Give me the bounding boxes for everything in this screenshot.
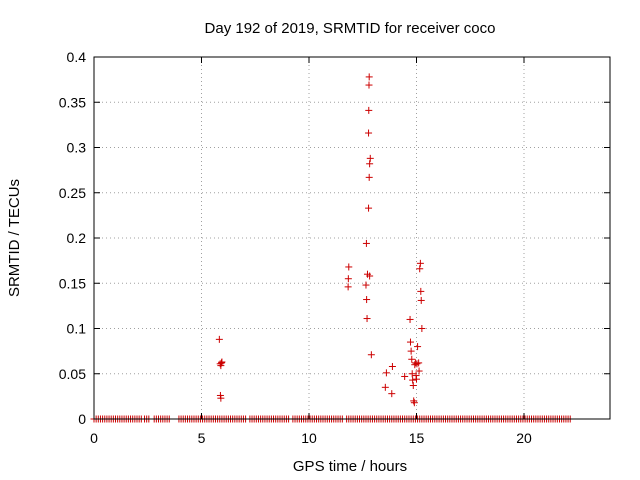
data-point [388, 390, 396, 398]
data-point [366, 272, 374, 280]
data-point [408, 355, 416, 363]
data-point [216, 360, 224, 368]
y-tick-label: 0.4 [67, 49, 87, 65]
data-point [406, 338, 414, 346]
data-point [345, 263, 353, 271]
x-tick-label: 15 [409, 430, 425, 446]
data-point [409, 376, 417, 384]
data-point [363, 296, 371, 304]
data-point [362, 281, 370, 289]
data-point [415, 359, 423, 367]
data-point [406, 315, 414, 323]
data-point [363, 315, 371, 323]
data-point [417, 287, 425, 295]
data-point [366, 160, 374, 168]
data-point [344, 283, 352, 291]
data-point [409, 382, 417, 390]
data-point [365, 73, 373, 81]
data-point [367, 351, 375, 359]
data-point [365, 173, 373, 181]
y-axis-label: SRMTID / TECUs [6, 179, 23, 297]
data-point [418, 325, 426, 332]
plot-frame [93, 56, 611, 420]
data-points [215, 73, 426, 407]
y-tick-label: 0.15 [59, 275, 86, 291]
y-tick-label: 0.3 [67, 140, 87, 156]
data-point [415, 367, 423, 375]
data-point [362, 239, 370, 247]
data-point [218, 358, 226, 366]
data-point [217, 394, 225, 402]
y-tick-label: 0.35 [59, 94, 86, 110]
data-point [215, 335, 223, 343]
data-point [410, 397, 418, 405]
data-point [382, 369, 390, 377]
x-tick-label: 5 [198, 430, 206, 446]
data-point [344, 275, 352, 283]
data-point [408, 370, 416, 378]
grid [94, 57, 610, 419]
x-axis-label: GPS time / hours [293, 458, 407, 475]
data-point [365, 204, 373, 212]
axis-ticks: 0 5 10 15 20 0 0.05 0.1 0.15 0.2 0.25 0.3 0.35 0.4 [59, 49, 610, 446]
data-point [365, 81, 373, 89]
data-point [381, 383, 389, 391]
x-tick-label: 0 [90, 430, 98, 446]
data-point [413, 375, 420, 383]
y-tick-label: 0.1 [67, 321, 87, 337]
data-point [365, 106, 373, 114]
y-tick-label: 0.05 [59, 366, 86, 382]
data-point [413, 360, 421, 368]
data-point [401, 372, 409, 380]
data-point [416, 259, 424, 267]
y-tick-label: 0 [78, 411, 86, 427]
data-point [388, 363, 396, 371]
x-tick-label: 20 [516, 430, 532, 446]
y-tick-label: 0.25 [59, 185, 86, 201]
data-point [416, 265, 424, 273]
data-point [407, 347, 415, 355]
chart-title: Day 192 of 2019, SRMTID for receiver coc… [205, 20, 496, 37]
data-point [414, 343, 422, 351]
data-point [410, 399, 418, 407]
data-point [417, 296, 425, 304]
x-tick-label: 10 [301, 430, 317, 446]
data-point [365, 129, 373, 137]
y-tick-label: 0.2 [67, 230, 87, 246]
data-point [366, 154, 374, 162]
